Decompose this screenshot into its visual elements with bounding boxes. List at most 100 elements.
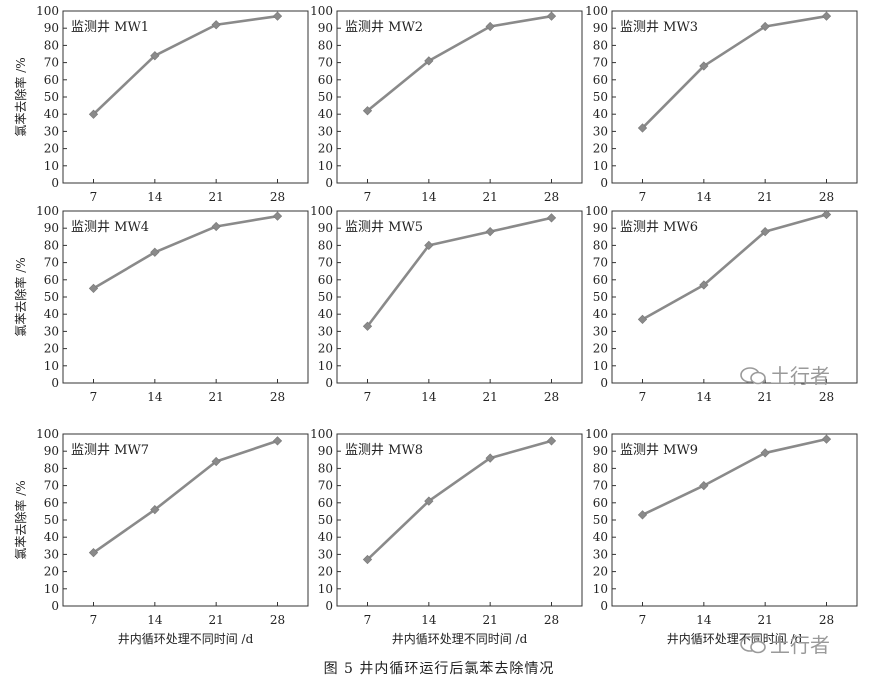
- y-tick-label: 20: [593, 342, 608, 356]
- x-tick-label: 21: [758, 613, 773, 627]
- y-tick-label: 50: [593, 290, 608, 304]
- series-line: [92, 214, 278, 290]
- y-tick-label: 0: [51, 599, 59, 613]
- x-tick-label: 21: [483, 390, 498, 404]
- x-tick-label: 28: [819, 190, 834, 204]
- y-tick-label: 20: [593, 142, 608, 156]
- panel-title: 监测井 MW2: [345, 20, 423, 35]
- data-point: [424, 56, 434, 66]
- watermark: 土行者: [740, 629, 830, 658]
- y-tick-label: 30: [318, 124, 333, 138]
- x-tick-label: 14: [696, 390, 712, 404]
- x-tick-label: 7: [639, 190, 647, 204]
- y-tick-label: 70: [318, 56, 333, 70]
- x-tick-label: 7: [639, 390, 647, 404]
- y-tick-label: 0: [325, 176, 333, 190]
- panel-title: 监测井 MW3: [620, 20, 698, 35]
- x-tick-label: 28: [270, 613, 285, 627]
- series-line: [641, 14, 827, 129]
- y-tick-label: 0: [325, 376, 333, 390]
- y-tick-label: 10: [44, 582, 59, 596]
- y-tick-label: 40: [44, 307, 59, 321]
- data-point: [272, 436, 283, 446]
- x-tick-label: 21: [483, 190, 498, 204]
- y-tick-label: 0: [600, 376, 608, 390]
- y-tick-label: 50: [318, 290, 333, 304]
- panel-title: 监测井 MW5: [345, 220, 423, 235]
- x-tick-label: 14: [421, 190, 437, 204]
- y-tick-label: 20: [318, 142, 333, 156]
- data-point: [760, 21, 770, 32]
- plot-frame: [611, 10, 858, 184]
- y-tick-label: 90: [318, 221, 333, 235]
- plot-frame: [611, 433, 858, 607]
- data-point: [546, 213, 557, 223]
- series-line: [366, 216, 552, 328]
- data-point: [821, 209, 832, 220]
- x-tick-label: 14: [696, 613, 712, 627]
- x-axis-label: 井内循环处理不同时间 /d: [118, 632, 254, 646]
- x-tick-label: 7: [90, 613, 98, 627]
- y-tick-label: 10: [318, 159, 333, 173]
- y-tick-label: 30: [318, 547, 333, 561]
- x-tick-label: 21: [758, 190, 773, 204]
- y-tick-label: 70: [44, 56, 59, 70]
- y-tick-label: 40: [593, 530, 608, 544]
- y-tick-label: 70: [593, 56, 608, 70]
- data-point: [546, 436, 557, 446]
- data-point: [272, 11, 283, 21]
- y-tick-label: 100: [36, 204, 59, 218]
- x-tick-label: 7: [364, 390, 372, 404]
- chart-panel: 0 10 20 30 40 50 60 70 80 90 100 7 14 21 28 监测井 MW9 井内循环…: [585, 427, 858, 646]
- data-point: [362, 106, 373, 116]
- chart-panel: 0 10 20 30 40 50 60 70 80 90 100 7 14 21 28 监测井 MW3: [585, 4, 858, 204]
- plot-frame: [336, 433, 583, 607]
- y-tick-label: 60: [318, 273, 333, 287]
- data-point: [699, 280, 709, 290]
- plot-frame: [62, 10, 309, 184]
- y-tick-label: 60: [318, 73, 333, 87]
- chart-panel: 0 10 20 30 40 50 60 70 80 90 100 7 14 21 28 监测井 MW6: [585, 204, 858, 404]
- y-tick-label: 70: [593, 256, 608, 270]
- panel-title: 监测井 MW1: [71, 20, 149, 35]
- y-tick-label: 50: [318, 513, 333, 527]
- figure-caption: 图 5 井内循环运行后氯苯去除情况: [323, 661, 555, 677]
- y-tick-label: 60: [44, 496, 59, 510]
- y-tick-label: 10: [318, 359, 333, 373]
- y-tick-label: 90: [44, 444, 59, 458]
- x-tick-label: 28: [270, 390, 285, 404]
- watermark: 土行者: [740, 360, 830, 389]
- data-point: [546, 11, 557, 21]
- data-point: [760, 448, 770, 458]
- data-point: [637, 314, 648, 324]
- plot-frame: [62, 433, 309, 607]
- y-tick-label: 30: [593, 547, 608, 561]
- y-axis-label: 氯苯去除率 /%: [13, 257, 28, 336]
- y-tick-label: 30: [44, 124, 59, 138]
- y-tick-label: 20: [44, 342, 59, 356]
- data-point: [485, 227, 495, 237]
- panel-title: 监测井 MW6: [620, 220, 698, 235]
- data-point: [760, 227, 770, 237]
- data-point: [88, 109, 99, 119]
- y-tick-label: 80: [593, 238, 608, 252]
- chart-panel: 0 10 20 30 40 50 60 70 80 90 100 7 14 21 28 监测井 MW5: [310, 204, 583, 404]
- y-tick-label: 20: [593, 565, 608, 579]
- x-tick-label: 7: [90, 390, 98, 404]
- y-tick-label: 60: [44, 273, 59, 287]
- x-tick-label: 28: [819, 613, 834, 627]
- y-tick-label: 40: [44, 107, 59, 121]
- y-tick-label: 30: [593, 324, 608, 338]
- y-tick-label: 0: [600, 599, 608, 613]
- y-tick-label: 20: [318, 342, 333, 356]
- x-tick-label: 7: [364, 190, 372, 204]
- y-tick-label: 0: [325, 599, 333, 613]
- data-point: [211, 221, 221, 232]
- y-tick-label: 30: [44, 324, 59, 338]
- y-tick-label: 100: [310, 427, 333, 441]
- y-tick-label: 50: [44, 90, 59, 104]
- panel-title: 监测井 MW7: [71, 443, 149, 458]
- panel-title: 监测井 MW4: [71, 220, 149, 235]
- plot-frame: [611, 210, 858, 384]
